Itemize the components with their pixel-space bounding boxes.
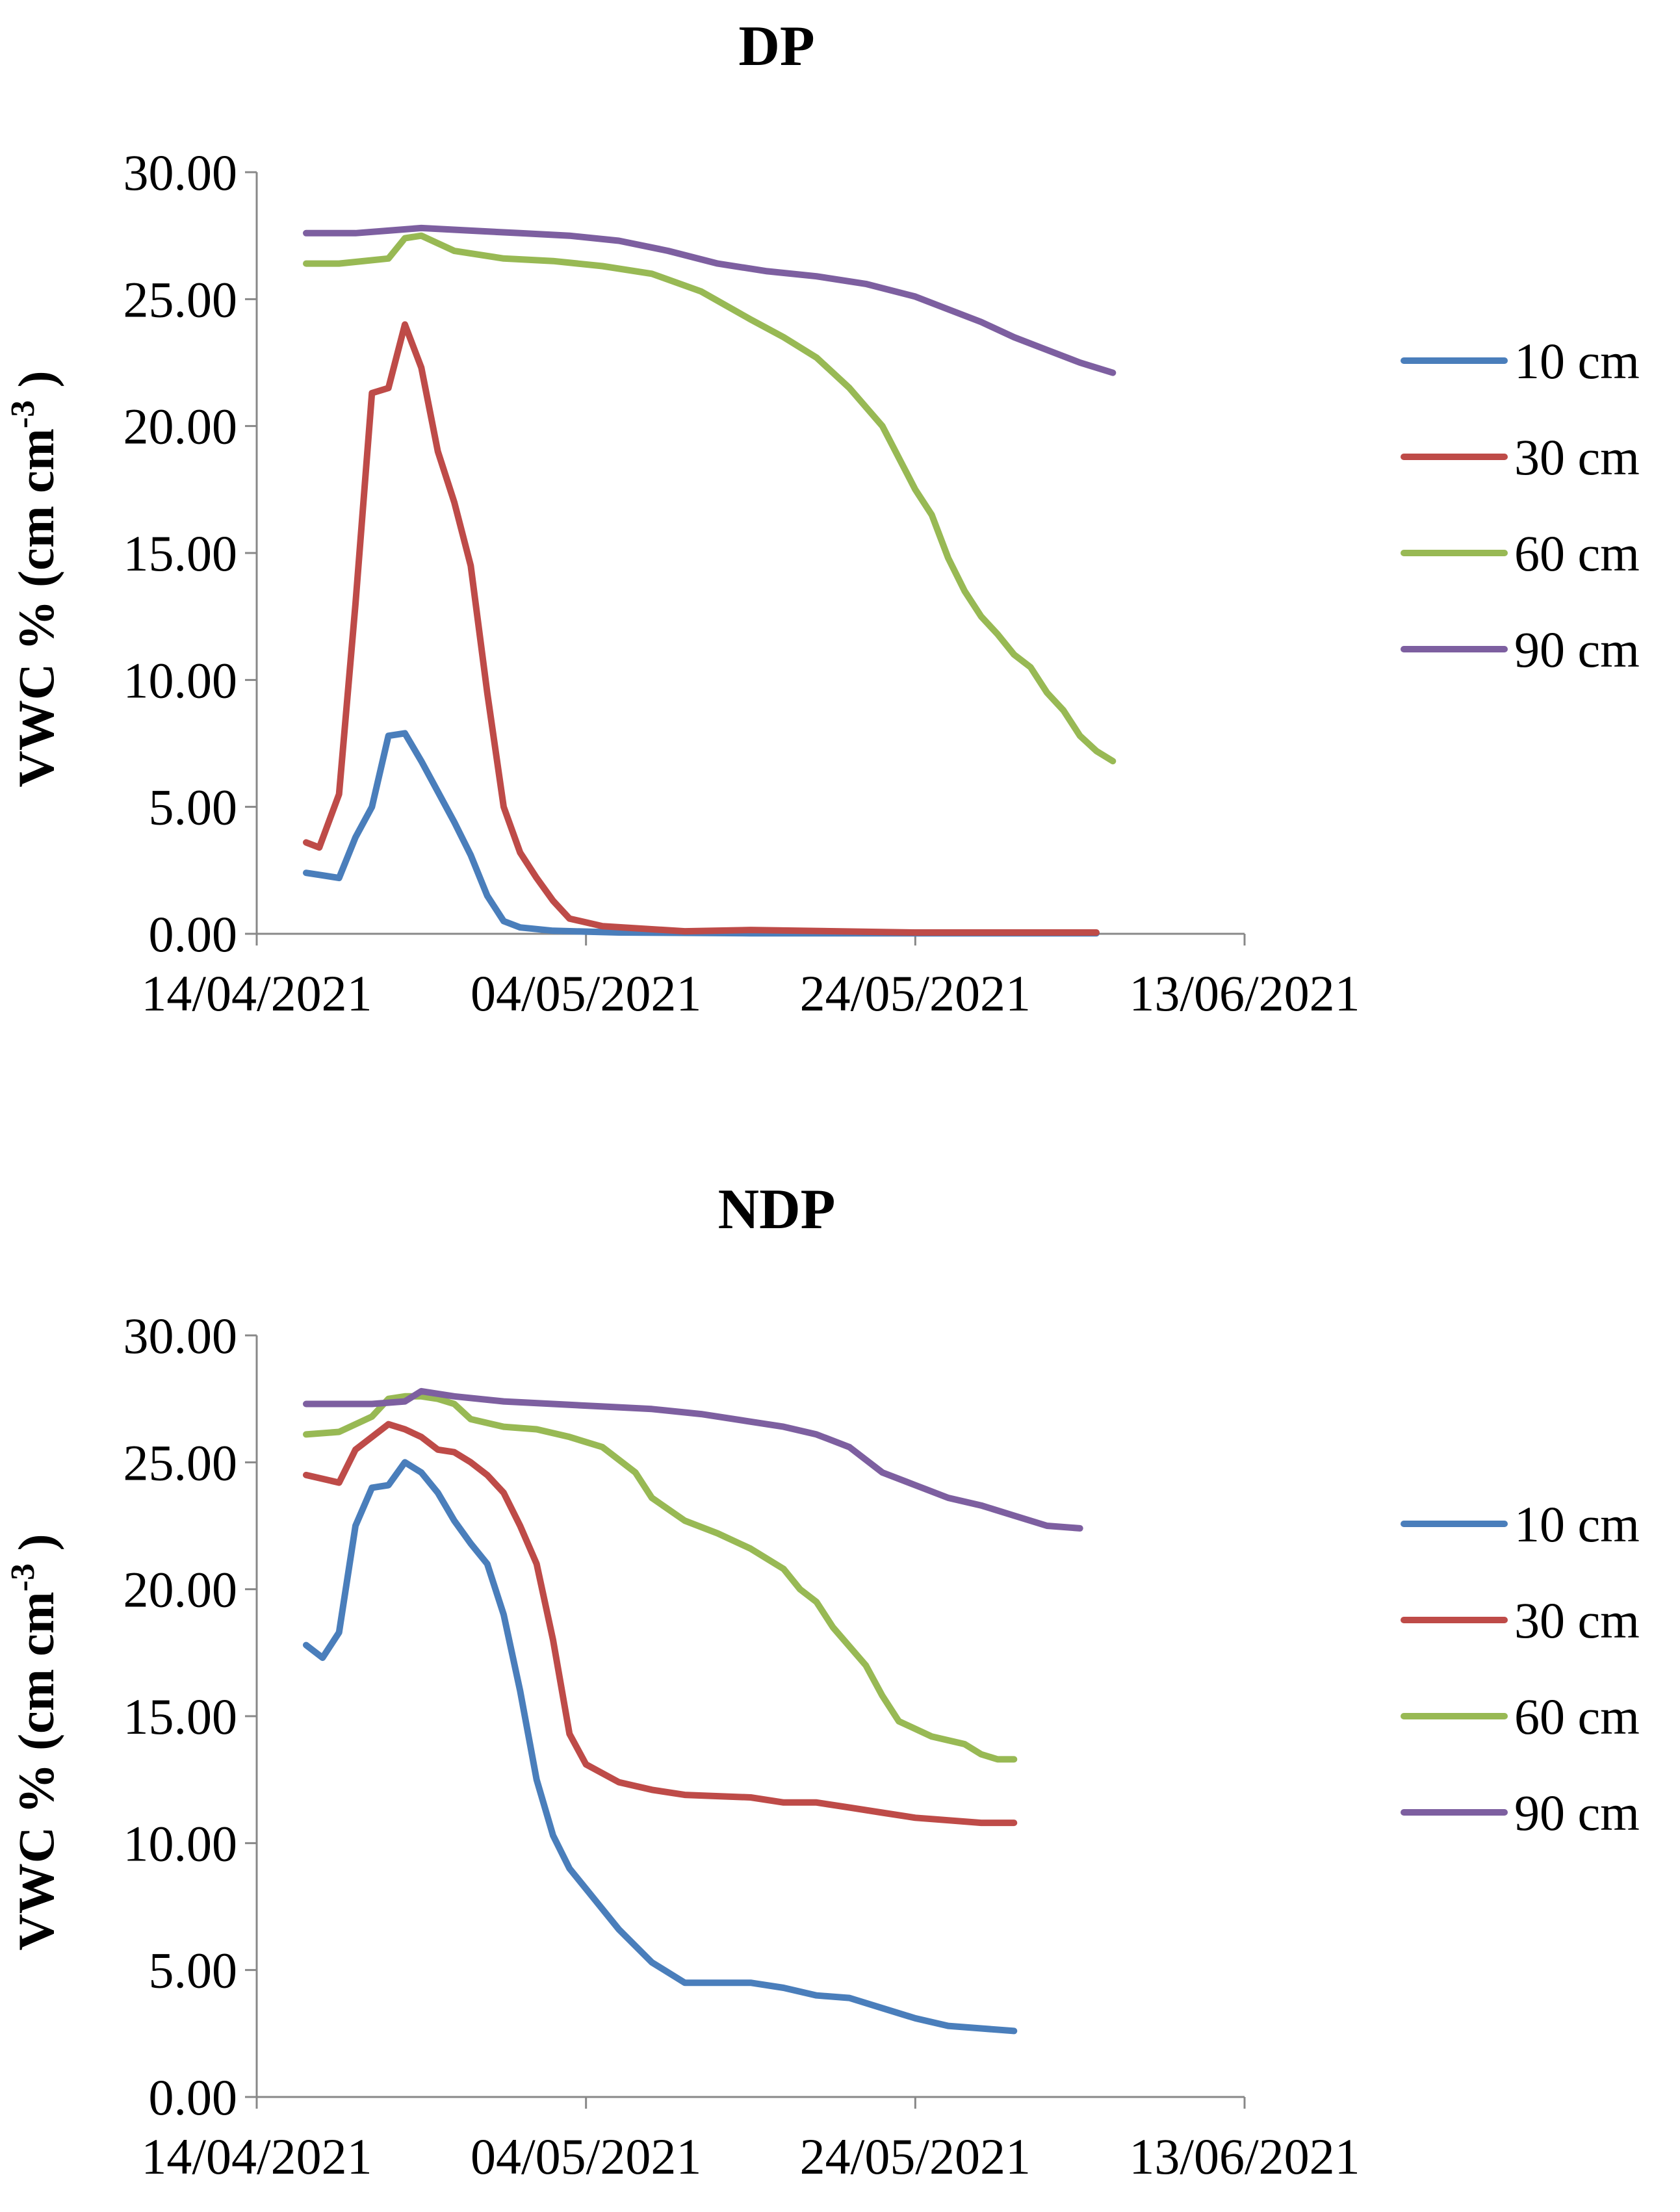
legend-label: 10 cm: [1514, 1496, 1640, 1552]
x-tick-label: 04/05/2021: [471, 2128, 701, 2185]
y-tick-label: 10.00: [123, 652, 238, 708]
legend-label: 60 cm: [1514, 1688, 1640, 1745]
legend-label: 90 cm: [1514, 621, 1640, 678]
series-line-30-cm: [303, 1421, 1018, 1827]
x-tick-label: 24/05/2021: [800, 965, 1031, 1022]
legend-label: 10 cm: [1514, 333, 1640, 389]
y-tick-label: 0.00: [149, 906, 238, 962]
chart-dp: DP 0.00 5.00 10.00 15.00 20.00 25.00 30.00 14/04…: [5, 15, 1640, 1022]
chart-ndp: NDP 0.00 5.00 10.00 15.00 20.00 25.00 30.00 14/0…: [5, 1178, 1640, 2185]
x-tick-label: 24/05/2021: [800, 2128, 1031, 2185]
legend-label: 30 cm: [1514, 1592, 1640, 1649]
series-line-90-cm: [303, 1387, 1083, 1532]
y-tick-label: 30.00: [123, 144, 238, 201]
y-tick-label: 20.00: [123, 398, 238, 455]
x-tick-label: 14/04/2021: [141, 2128, 372, 2185]
y-axis-label-end: ): [8, 1534, 64, 1563]
y-tick-label: 25.00: [123, 271, 238, 328]
y-tick-label: 30.00: [123, 1307, 238, 1364]
x-tick-label: 14/04/2021: [141, 965, 372, 1022]
y-axis-label-superscript: -3: [5, 400, 42, 428]
y-tick-label: 5.00: [149, 1942, 238, 1999]
x-tick-label: 13/06/2021: [1129, 2128, 1360, 2185]
chart-title: NDP: [718, 1178, 836, 1241]
y-tick-label: 25.00: [123, 1434, 238, 1491]
y-tick-label: 15.00: [123, 525, 238, 582]
series-line-10-cm: [303, 730, 1100, 937]
series-line-30-cm: [303, 321, 1100, 936]
y-axis-label: VWC % (cm cm-3 ): [5, 1534, 64, 1950]
series-line-60-cm: [303, 232, 1117, 765]
y-tick-label: 10.00: [123, 1815, 238, 1871]
legend-label: 30 cm: [1514, 429, 1640, 485]
y-axis-label-main: VWC % (cm cm: [8, 1591, 64, 1950]
y-axis-label: VWC % (cm cm-3 ): [5, 370, 64, 787]
x-tick-label: 13/06/2021: [1129, 965, 1360, 1022]
y-axis-label-main: VWC % (cm cm: [8, 428, 64, 787]
legend-label: 90 cm: [1514, 1784, 1640, 1841]
x-tick-label: 04/05/2021: [471, 965, 701, 1022]
y-tick-label: 0.00: [149, 2069, 238, 2126]
chart-title: DP: [738, 15, 814, 78]
y-axis-label-end: ): [8, 370, 64, 400]
series-line-90-cm: [303, 224, 1117, 376]
series-line-60-cm: [303, 1393, 1018, 1763]
y-tick-label: 15.00: [123, 1688, 238, 1745]
y-tick-label: 5.00: [149, 779, 238, 836]
y-tick-label: 20.00: [123, 1562, 238, 1618]
y-axis-label-superscript: -3: [5, 1563, 42, 1591]
legend-label: 60 cm: [1514, 525, 1640, 582]
series-line-10-cm: [303, 1459, 1018, 2035]
